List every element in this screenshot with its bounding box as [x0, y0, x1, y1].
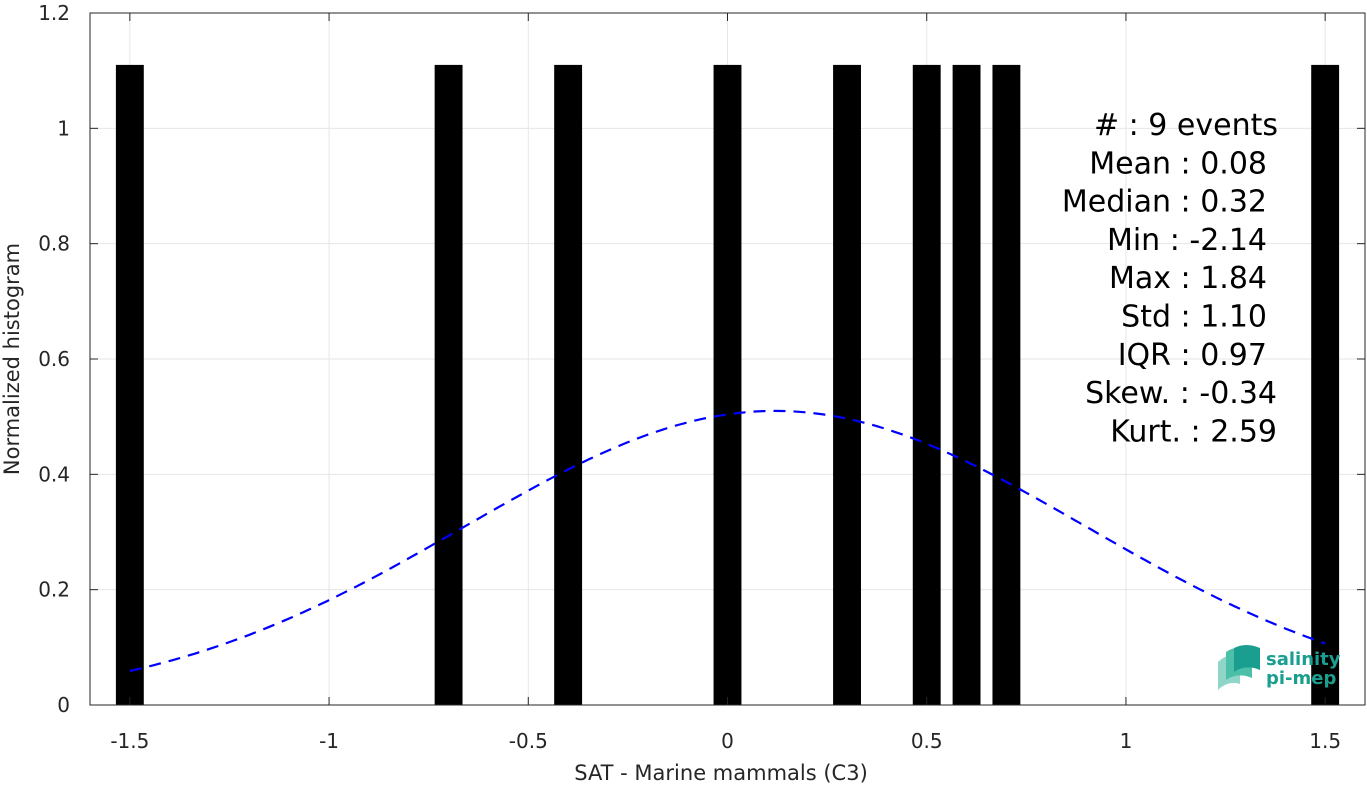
x-tick-labels: -1.5 -1 -0.5 0 0.5 1 1.5	[110, 729, 1341, 753]
y-tick-label: 1.2	[38, 1, 70, 25]
stat-line: Median : 0.32	[1062, 185, 1267, 220]
stat-line: Std : 1.10	[1121, 300, 1267, 335]
histogram-bar	[1311, 64, 1340, 705]
logo-line1: salinity	[1266, 649, 1341, 670]
histogram-bar	[833, 64, 861, 705]
x-tick-label: 1	[1120, 729, 1133, 753]
histogram-bar	[115, 64, 144, 705]
bars	[115, 64, 1340, 705]
x-tick-label: 0.5	[911, 729, 943, 753]
y-tick-label: 0	[57, 693, 70, 717]
salinity-pi-mep-logo: salinity pi-mep	[1218, 645, 1341, 690]
y-tick-label: 0.2	[38, 578, 70, 602]
stat-line: Max : 1.84	[1109, 261, 1267, 296]
x-tick-label: -1.5	[110, 729, 149, 753]
y-tick-label: 1	[57, 116, 70, 140]
axis-ticks	[90, 12, 1365, 706]
y-tick-label: 0.8	[38, 232, 70, 256]
stat-line: IQR : 0.97	[1118, 338, 1267, 373]
logo-line2: pi-mep	[1266, 668, 1336, 689]
x-tick-label: 1.5	[1309, 729, 1341, 753]
normal-fit-curve	[129, 409, 1326, 673]
histogram-bar	[554, 64, 583, 705]
x-tick-label: -1	[319, 729, 339, 753]
stat-line: # : 9 events	[1094, 108, 1278, 143]
stat-line: Min : -2.14	[1107, 223, 1267, 258]
y-tick-label: 0.4	[38, 462, 70, 486]
y-tick-label: 0.6	[38, 347, 70, 371]
x-tick-label: 0	[721, 729, 734, 753]
histogram-bar	[912, 64, 941, 705]
histogram-bar	[434, 64, 463, 705]
logo-wave-icon	[1218, 645, 1260, 690]
y-tick-labels: 0 0.2 0.4 0.6 0.8 1 1.2	[38, 1, 70, 717]
y-axis-title: Normalized histogram	[0, 243, 24, 475]
stat-line: Skew. : -0.34	[1085, 376, 1277, 411]
stat-line: Mean : 0.08	[1089, 146, 1267, 181]
histogram-bar	[992, 64, 1021, 705]
x-tick-label: -0.5	[509, 729, 548, 753]
x-axis-title: SAT - Marine mammals (C3)	[574, 761, 868, 785]
stat-line: Kurt. : 2.59	[1110, 414, 1277, 449]
histogram-bar	[713, 64, 742, 705]
histogram-bar	[952, 64, 981, 705]
